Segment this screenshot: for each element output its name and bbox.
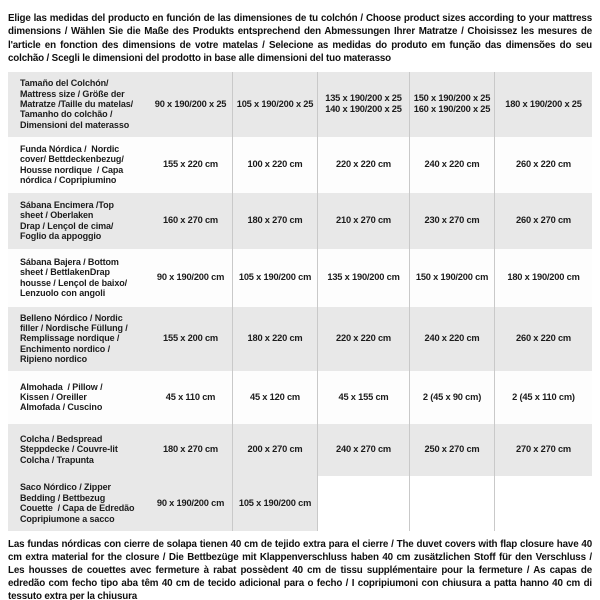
table-row-nordic-filler: Belleno Nórdico / Nordic filler / Nordis… [8, 306, 592, 371]
row-label: Tamaño del Colchón/ Mattress size / Größ… [8, 71, 149, 137]
size-cell: 135 x 190/200 x 25 140 x 190/200 x 25 [318, 71, 410, 137]
table-row-bedspread: Colcha / Bedspread Steppdecke / Couvre-l… [8, 423, 592, 476]
size-cell: 240 x 270 cm [318, 423, 410, 476]
size-cell: 220 x 220 cm [318, 306, 410, 371]
size-cell: 240 x 220 cm [410, 306, 495, 371]
size-cell: 90 x 190/200 cm [149, 248, 233, 307]
size-cell: 180 x 190/200 cm [495, 248, 592, 307]
size-cell: 210 x 270 cm [318, 192, 410, 249]
size-cell: 150 x 190/200 x 25 160 x 190/200 x 25 [410, 71, 495, 137]
size-cell: 200 x 270 cm [233, 423, 318, 476]
size-cell: 240 x 220 cm [410, 136, 495, 193]
size-cell: 260 x 270 cm [495, 192, 592, 249]
size-cell-empty [318, 475, 410, 531]
size-cell: 155 x 220 cm [149, 136, 233, 193]
size-cell: 155 x 200 cm [149, 306, 233, 371]
size-cell: 105 x 190/200 cm [233, 475, 318, 531]
size-cell: 220 x 220 cm [318, 136, 410, 193]
size-cell: 160 x 270 cm [149, 192, 233, 249]
size-cell: 45 x 120 cm [233, 370, 318, 424]
size-cell: 45 x 155 cm [318, 370, 410, 424]
size-cell-empty [410, 475, 495, 531]
size-cell: 135 x 190/200 cm [318, 248, 410, 307]
size-cell: 250 x 270 cm [410, 423, 495, 476]
table-row-bottom-sheet: Sábana Bajera / Bottom sheet / Bettlaken… [8, 248, 592, 307]
size-cell: 2 (45 x 90 cm) [410, 370, 495, 424]
size-cell: 180 x 270 cm [233, 192, 318, 249]
table-row-top-sheet: Sábana Encimera /Top sheet / Oberlaken D… [8, 192, 592, 249]
size-cell-empty [495, 475, 592, 531]
size-cell: 180 x 220 cm [233, 306, 318, 371]
size-cell: 260 x 220 cm [495, 306, 592, 371]
table-row-pillow: Almohada / Pillow / Kissen / Oreiller Al… [8, 370, 592, 424]
size-cell: 105 x 190/200 cm [233, 248, 318, 307]
size-cell: 45 x 110 cm [149, 370, 233, 424]
size-cell: 105 x 190/200 x 25 [233, 71, 318, 137]
intro-note: Elige las medidas del producto en funció… [8, 13, 592, 65]
row-label: Almohada / Pillow / Kissen / Oreiller Al… [8, 370, 149, 424]
table-row-zipper-bedding: Saco Nórdico / Zipper Bedding / Bettbezu… [8, 475, 592, 531]
row-label: Belleno Nórdico / Nordic filler / Nordis… [8, 306, 149, 371]
size-cell: 260 x 220 cm [495, 136, 592, 193]
row-label: Sábana Encimera /Top sheet / Oberlaken D… [8, 192, 149, 249]
size-cell: 230 x 270 cm [410, 192, 495, 249]
size-cell: 100 x 220 cm [233, 136, 318, 193]
size-cell: 150 x 190/200 cm [410, 248, 495, 307]
row-label: Sábana Bajera / Bottom sheet / Bettlaken… [8, 248, 149, 307]
size-cell: 90 x 190/200 x 25 [149, 71, 233, 137]
size-cell: 2 (45 x 110 cm) [495, 370, 592, 424]
row-label: Saco Nórdico / Zipper Bedding / Bettbezu… [8, 475, 149, 531]
size-cell: 180 x 270 cm [149, 423, 233, 476]
table-row-mattress-size: Tamaño del Colchón/ Mattress size / Größ… [8, 71, 592, 137]
mattress-size-table: Tamaño del Colchón/ Mattress size / Größ… [8, 71, 592, 531]
footer-note: Las fundas nórdicas con cierre de solapa… [8, 538, 592, 600]
row-label: Colcha / Bedspread Steppdecke / Couvre-l… [8, 423, 149, 476]
table-row-nordic-cover: Funda Nórdica / Nordic cover/ Bettdecken… [8, 136, 592, 193]
size-cell: 270 x 270 cm [495, 423, 592, 476]
size-cell: 90 x 190/200 cm [149, 475, 233, 531]
size-cell: 180 x 190/200 x 25 [495, 71, 592, 137]
row-label: Funda Nórdica / Nordic cover/ Bettdecken… [8, 136, 149, 193]
